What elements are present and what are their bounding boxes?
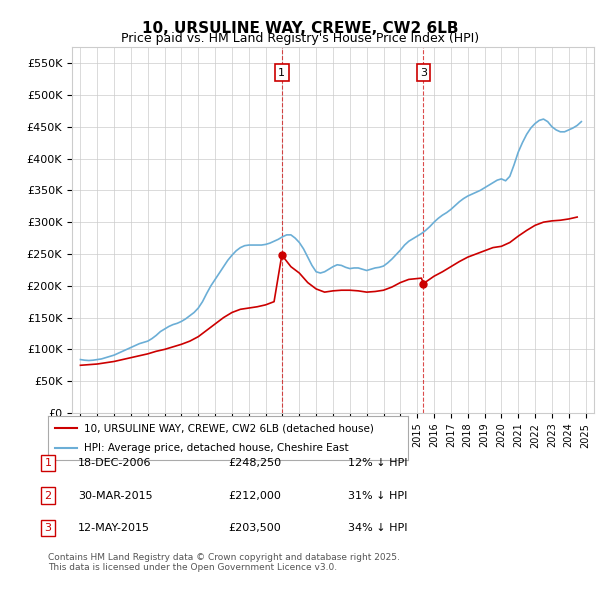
- Text: 10, URSULINE WAY, CREWE, CW2 6LB (detached house): 10, URSULINE WAY, CREWE, CW2 6LB (detach…: [84, 424, 374, 433]
- Text: Price paid vs. HM Land Registry's House Price Index (HPI): Price paid vs. HM Land Registry's House …: [121, 32, 479, 45]
- Text: HPI: Average price, detached house, Cheshire East: HPI: Average price, detached house, Ches…: [84, 443, 349, 453]
- Text: 12-MAY-2015: 12-MAY-2015: [78, 523, 150, 533]
- Text: 3: 3: [420, 68, 427, 78]
- Text: £248,250: £248,250: [228, 458, 281, 468]
- Text: 1: 1: [278, 68, 286, 78]
- Text: £203,500: £203,500: [228, 523, 281, 533]
- Text: 30-MAR-2015: 30-MAR-2015: [78, 491, 152, 500]
- Text: 34% ↓ HPI: 34% ↓ HPI: [348, 523, 407, 533]
- Text: 10, URSULINE WAY, CREWE, CW2 6LB: 10, URSULINE WAY, CREWE, CW2 6LB: [142, 21, 458, 35]
- Text: 2: 2: [44, 491, 52, 500]
- Text: Contains HM Land Registry data © Crown copyright and database right 2025.
This d: Contains HM Land Registry data © Crown c…: [48, 553, 400, 572]
- Text: 31% ↓ HPI: 31% ↓ HPI: [348, 491, 407, 500]
- Text: 12% ↓ HPI: 12% ↓ HPI: [348, 458, 407, 468]
- Text: £212,000: £212,000: [228, 491, 281, 500]
- Text: 3: 3: [44, 523, 52, 533]
- Text: 18-DEC-2006: 18-DEC-2006: [78, 458, 151, 468]
- Text: 1: 1: [44, 458, 52, 468]
